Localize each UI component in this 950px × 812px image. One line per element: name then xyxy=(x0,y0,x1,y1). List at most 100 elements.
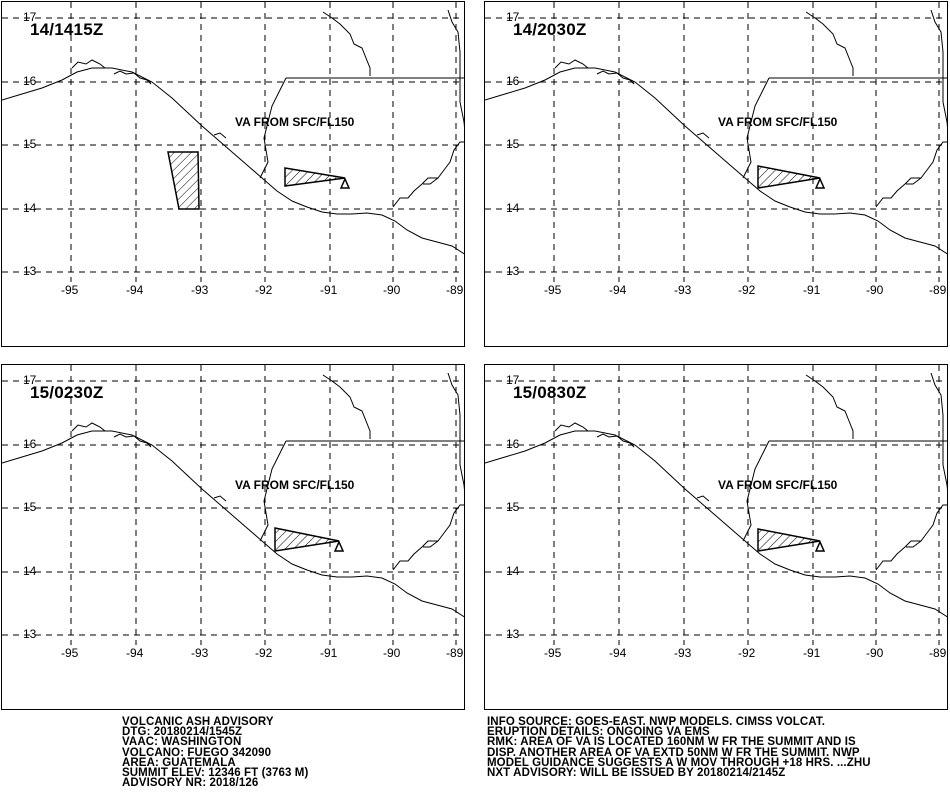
lon-label: -93 xyxy=(191,646,209,660)
lon-label: -92 xyxy=(255,646,273,660)
lon-label: -92 xyxy=(738,283,756,297)
panel-time: 14/2030Z xyxy=(513,20,587,39)
lat-label: 16 xyxy=(506,74,520,88)
map-panel-4: 15/0830Z VA FROM SFC/FL150 17 16 15 14 1… xyxy=(484,364,948,710)
country-border xyxy=(875,141,947,208)
map-svg xyxy=(2,2,464,282)
advisory-line: DTG: 20180214/1545Z xyxy=(122,726,243,739)
lon-label: -95 xyxy=(544,283,562,297)
lat-label: 17 xyxy=(506,373,520,387)
volcano-icon xyxy=(339,177,351,189)
lon-label: -92 xyxy=(738,646,756,660)
lon-label: -90 xyxy=(383,646,401,660)
lat-label: 16 xyxy=(23,437,37,451)
country-border xyxy=(392,504,464,571)
lat-label: 14 xyxy=(23,564,37,578)
coast-detail xyxy=(213,132,227,139)
lon-label: -92 xyxy=(255,283,273,297)
lon-label: -89 xyxy=(929,646,947,660)
country-border xyxy=(805,374,854,439)
advisory-line: VOLCANIC ASH ADVISORY xyxy=(122,716,274,728)
advisory-header-block: VOLCANIC ASH ADVISORY DTG: 20180214/1545… xyxy=(122,716,308,789)
lon-label: -89 xyxy=(446,646,464,660)
coast-detail xyxy=(113,70,152,85)
coast-detail xyxy=(596,70,635,85)
lat-label: 17 xyxy=(23,373,37,387)
lon-label: -90 xyxy=(866,283,884,297)
coastline xyxy=(485,67,947,255)
coast-detail xyxy=(71,59,106,69)
lon-label: -95 xyxy=(544,646,562,660)
country-border xyxy=(423,177,439,185)
lat-label: 13 xyxy=(506,264,520,278)
country-border xyxy=(447,9,464,128)
coast-detail xyxy=(71,422,106,432)
ash-area xyxy=(757,165,821,189)
country-border xyxy=(906,540,922,548)
country-border xyxy=(259,77,287,179)
coast-detail xyxy=(696,495,710,502)
country-border xyxy=(742,440,770,542)
coast-detail xyxy=(554,59,589,69)
lon-label: -91 xyxy=(803,283,821,297)
lat-label: 14 xyxy=(23,201,37,215)
lat-label: 16 xyxy=(23,74,37,88)
lat-label: 14 xyxy=(506,564,520,578)
coast-detail xyxy=(696,132,710,139)
lon-label: -90 xyxy=(866,646,884,660)
lon-label: -94 xyxy=(609,283,627,297)
country-border xyxy=(930,372,947,491)
map-panel-2: 14/2030Z VA FROM SFC/FL150 17 16 15 14 1… xyxy=(484,1,948,347)
advisory-line: RMK: AREA OF VA IS LOCATED 160NM W FR TH… xyxy=(487,736,856,749)
lat-label: 13 xyxy=(506,627,520,641)
lon-label: -89 xyxy=(446,283,464,297)
map-svg xyxy=(485,365,947,645)
ash-area xyxy=(757,528,821,552)
lat-label: 15 xyxy=(23,500,37,514)
lon-label: -94 xyxy=(126,283,144,297)
map-svg xyxy=(2,365,464,645)
ash-area xyxy=(274,527,340,552)
lat-label: 15 xyxy=(23,137,37,151)
panel-time: 15/0230Z xyxy=(30,383,104,402)
panel-time: 15/0830Z xyxy=(513,383,587,402)
advisory-line: VAAC: WASHINGTON xyxy=(122,736,242,749)
advisory-line: DISP. ANOTHER AREA OF VA EXTD 50NM W FR … xyxy=(487,746,860,759)
volcano-icon xyxy=(814,177,826,189)
advisory-line: VOLCANO: FUEGO 342090 xyxy=(122,746,272,759)
advisory-line: ERUPTION DETAILS: ONGOING VA EMS xyxy=(487,726,710,739)
country-border xyxy=(259,440,287,542)
lon-label: -91 xyxy=(320,283,338,297)
lon-label: -95 xyxy=(61,283,79,297)
lat-label: 14 xyxy=(506,201,520,215)
map-svg xyxy=(485,2,947,282)
lon-label: -95 xyxy=(61,646,79,660)
lon-label: -90 xyxy=(383,283,401,297)
lon-label: -93 xyxy=(191,283,209,297)
panel-time: 14/1415Z xyxy=(30,20,104,39)
country-border xyxy=(805,11,854,76)
country-border xyxy=(322,11,371,76)
country-border xyxy=(906,177,922,185)
lat-label: 15 xyxy=(506,500,520,514)
lat-label: 15 xyxy=(506,137,520,151)
map-panel-3: 15/0230Z VA FROM SFC/FL150 17 16 15 14 1… xyxy=(1,364,465,710)
coast-detail xyxy=(213,495,227,502)
advisory-line: AREA: GUATEMALA xyxy=(122,756,236,769)
volcano-icon xyxy=(333,540,345,552)
lat-label: 16 xyxy=(506,437,520,451)
country-border xyxy=(875,504,947,571)
lon-label: -94 xyxy=(126,646,144,660)
coastline xyxy=(485,430,947,618)
lon-label: -93 xyxy=(674,283,692,297)
ash-area-secondary xyxy=(167,151,200,210)
lat-label: 17 xyxy=(23,10,37,24)
coastline xyxy=(2,67,464,255)
coastline xyxy=(2,430,464,618)
va-label: VA FROM SFC/FL150 xyxy=(718,478,838,492)
country-border xyxy=(742,77,770,179)
lon-label: -89 xyxy=(929,283,947,297)
country-border xyxy=(447,372,464,491)
coast-detail xyxy=(596,433,635,448)
lat-label: 17 xyxy=(506,10,520,24)
